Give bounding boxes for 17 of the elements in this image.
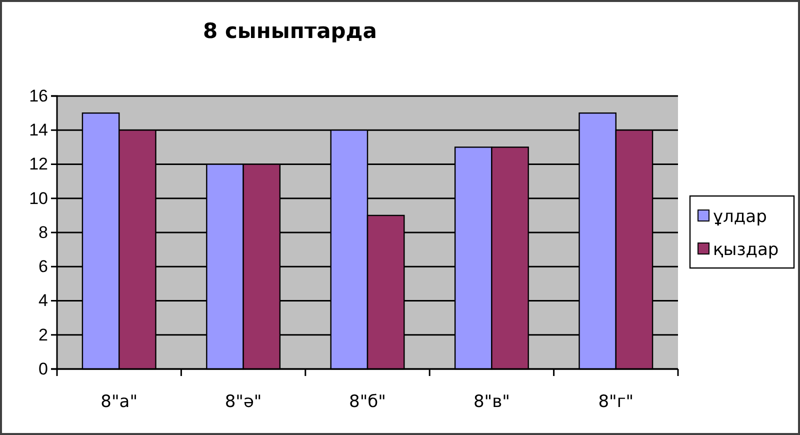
x-tick-label: 8"ә" [224,392,262,412]
y-tick-label: 2 [38,325,48,344]
y-tick-label: 6 [38,257,48,276]
y-tick-label: 0 [38,359,48,378]
y-tick-label: 4 [38,291,48,310]
x-tick-label: 8"в" [473,392,510,412]
y-tick-label: 12 [29,154,48,174]
x-tick-label: 8"а" [100,392,138,412]
y-tick-label: 16 [29,86,48,106]
legend-label: қыздар [713,240,779,260]
legend-label: ұлдар [713,207,767,227]
y-tick-label: 8 [38,222,48,242]
x-tick-label: 8"г" [598,392,634,412]
x-tick-label: 8"б" [349,392,386,412]
y-tick-label: 10 [29,188,48,208]
chart-title: 8 сыныптарда [203,19,377,43]
y-tick-label: 14 [29,120,48,140]
